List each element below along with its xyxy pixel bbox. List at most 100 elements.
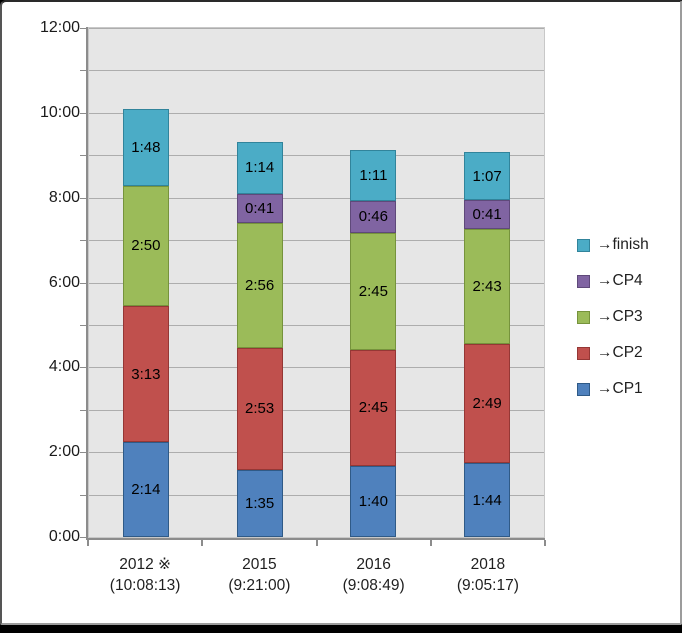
bar-segment-label: 0:41 [472, 205, 502, 223]
y-axis-tick [80, 494, 88, 496]
y-axis-tick [80, 197, 88, 199]
bar-segment-label: 2:45 [358, 282, 388, 300]
stacked-bar-chart: 2:14 3:13 2:50 1:48 1:35 2:53 2:56 0:41 1:14 1:40… [2, 2, 680, 623]
category-year: 2018 [470, 556, 506, 573]
legend-item: →CP1 [577, 380, 643, 398]
legend-label: →CP3 [597, 308, 643, 325]
x-axis-tick [315, 540, 318, 546]
bar-segment-label: 0:46 [358, 208, 388, 226]
y-axis-tick [80, 28, 88, 29]
bar-segment: 1:07 [464, 152, 511, 200]
gridline [89, 452, 544, 454]
category-year: 2016 [356, 556, 391, 573]
category-label: 2012 ※ (10:08:13) [88, 554, 202, 598]
y-axis-tick [80, 282, 88, 284]
y-axis-tick [80, 324, 88, 326]
x-axis-tick [201, 540, 204, 546]
legend-label: →CP4 [597, 272, 643, 289]
gridline [89, 240, 544, 242]
category-total-time: (10:08:13) [109, 577, 181, 594]
x-axis-tick [544, 540, 546, 546]
y-axis-tick [80, 367, 88, 369]
bar-segment-label: 1:14 [245, 159, 275, 177]
legend-swatch-icon [577, 382, 590, 396]
gridline [89, 197, 544, 199]
category-label: 2015 (9:21:00) [202, 554, 316, 598]
bar-segment: 1:14 [236, 141, 283, 195]
y-axis-label: 8:00 [48, 188, 80, 206]
y-axis-tick [80, 70, 88, 72]
bar-segment-label: 1:11 [359, 166, 388, 184]
category-total-time: (9:05:17) [456, 577, 519, 594]
y-axis-tick [80, 240, 88, 242]
x-axis-tick [429, 540, 432, 546]
bar-segment-label: 0:41 [245, 200, 275, 218]
gridline [89, 367, 544, 369]
bar-segment: 2:45 [350, 233, 397, 350]
bar-segment: 0:46 [350, 200, 397, 234]
bar-segment: 1:44 [464, 463, 511, 537]
bar-segment-label: 2:56 [245, 276, 275, 294]
category-total-time: (9:08:49) [342, 577, 405, 594]
x-axis-line [86, 538, 545, 540]
bar-segment: 1:40 [350, 466, 397, 537]
bar-segment: 1:11 [350, 150, 397, 201]
legend-swatch-icon [577, 346, 590, 360]
legend-label: →CP1 [597, 380, 643, 397]
category-label: 2018 (9:05:17) [431, 554, 545, 598]
bar-segment-label: 1:07 [472, 167, 502, 185]
legend-swatch-icon [577, 274, 590, 288]
bar-segment: 1:48 [122, 109, 169, 186]
category-year: 2012 ※ [119, 556, 172, 573]
bar-segment: 2:50 [122, 185, 169, 306]
gridline [89, 28, 544, 29]
bar-segment-label: 2:45 [358, 399, 388, 417]
y-axis-tick [80, 537, 88, 538]
legend-swatch-icon [577, 238, 590, 252]
legend-item: →CP4 [577, 272, 643, 290]
category-total-time: (9:21:00) [228, 577, 291, 594]
x-axis-tick [87, 540, 89, 546]
gridline [89, 155, 544, 157]
bar-segment: 3:13 [122, 305, 169, 443]
legend-item: →finish [577, 236, 649, 254]
y-axis-line [86, 27, 88, 540]
bar-segment: 0:41 [236, 194, 283, 224]
gridline [89, 409, 544, 411]
bar-segment-label: 2:43 [472, 277, 502, 295]
bar-segment: 2:45 [350, 349, 397, 467]
legend-item: →CP2 [577, 344, 643, 362]
y-axis-label: 6:00 [48, 273, 80, 291]
category-label: 2016 (9:08:49) [317, 554, 431, 598]
y-axis-label: 10:00 [39, 103, 80, 121]
bar-segment: 0:41 [464, 199, 511, 229]
gridline [89, 324, 544, 326]
legend-label: →finish [597, 236, 649, 253]
bar-segment-label: 2:53 [245, 400, 275, 418]
bar-segment: 2:14 [122, 442, 169, 537]
category-year: 2015 [242, 556, 277, 573]
y-axis-label: 0:00 [48, 528, 80, 545]
legend-item: →CP3 [577, 308, 643, 326]
y-axis-tick [80, 452, 88, 454]
bar-segment-label: 1:48 [131, 138, 161, 156]
y-axis-label: 2:00 [48, 443, 80, 461]
gridline [89, 70, 544, 72]
bar-segment: 1:35 [236, 469, 283, 537]
gridline [89, 494, 544, 496]
y-axis-label: 4:00 [48, 358, 80, 376]
gridline [89, 112, 544, 114]
legend-swatch-icon [577, 310, 590, 324]
bar-segment-label: 2:14 [131, 481, 161, 499]
bar-segment-label: 2:50 [131, 237, 161, 255]
y-axis-tick [80, 409, 88, 411]
bar-segment-label: 2:49 [472, 395, 502, 413]
bar-segment-label: 1:44 [472, 491, 502, 509]
legend-label: →CP2 [597, 344, 643, 361]
bar-segment-label: 1:35 [245, 494, 275, 512]
y-axis-tick [80, 112, 88, 114]
bar-segment: 2:53 [236, 347, 283, 470]
bar-segment: 2:56 [236, 223, 283, 348]
plot-area: 2:14 3:13 2:50 1:48 1:35 2:53 2:56 0:41 1:14 1:40… [80, 27, 545, 538]
